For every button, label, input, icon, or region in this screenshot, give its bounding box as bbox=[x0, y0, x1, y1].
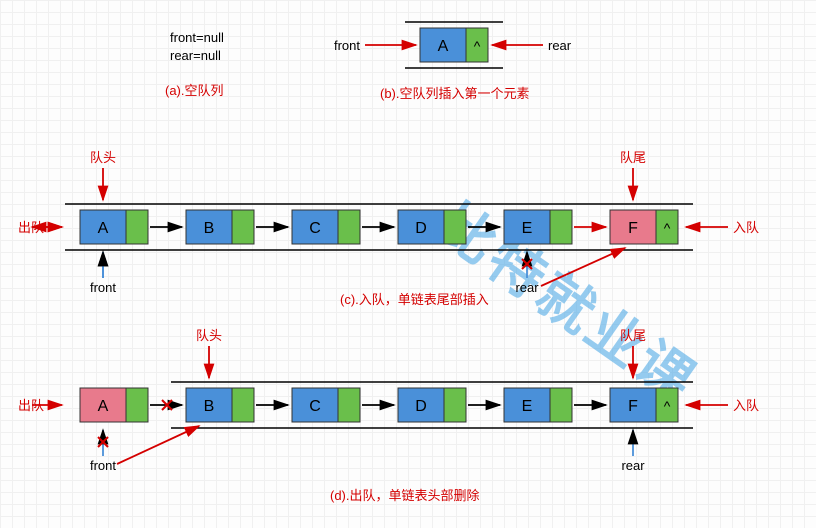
svg-text:(c).入队，单链表尾部插入: (c).入队，单链表尾部插入 bbox=[340, 292, 489, 307]
svg-text:^: ^ bbox=[664, 220, 671, 236]
svg-text:front: front bbox=[90, 280, 116, 295]
node-label: D bbox=[415, 220, 427, 237]
svg-text:队尾: 队尾 bbox=[620, 328, 646, 343]
svg-text:front: front bbox=[334, 38, 360, 53]
svg-text:队头: 队头 bbox=[90, 150, 116, 165]
svg-text:队头: 队头 bbox=[196, 328, 222, 343]
node-label: F bbox=[628, 220, 638, 237]
diagram-svg: front=null rear=null (a).空队列 A ^ front rear (b)… bbox=[0, 0, 816, 528]
node-label: B bbox=[204, 220, 215, 237]
svg-text:rear=null: rear=null bbox=[170, 48, 221, 63]
svg-text:(b).空队列插入第一个元素: (b).空队列插入第一个元素 bbox=[380, 86, 530, 101]
node-label: E bbox=[522, 398, 533, 415]
svg-text:front=null: front=null bbox=[170, 30, 224, 45]
svg-text:rear: rear bbox=[621, 458, 645, 473]
svg-text:front: front bbox=[90, 458, 116, 473]
svg-text:入队: 入队 bbox=[733, 220, 759, 235]
svg-text:rear: rear bbox=[548, 38, 572, 53]
svg-text:(a).空队列: (a).空队列 bbox=[165, 83, 224, 98]
node-label: F bbox=[628, 398, 638, 415]
node-label: E bbox=[522, 220, 533, 237]
svg-text:队尾: 队尾 bbox=[620, 150, 646, 165]
node-label: A bbox=[98, 398, 109, 415]
svg-text:rear: rear bbox=[515, 280, 539, 295]
node-label: C bbox=[309, 398, 321, 415]
svg-text:^: ^ bbox=[474, 38, 481, 54]
node-label: A bbox=[438, 38, 449, 55]
svg-text:^: ^ bbox=[664, 398, 671, 414]
node-label: C bbox=[309, 220, 321, 237]
node-label: D bbox=[415, 398, 427, 415]
svg-text:(d).出队，单链表头部删除: (d).出队，单链表头部删除 bbox=[330, 488, 480, 503]
node-label: B bbox=[204, 398, 215, 415]
node-label: A bbox=[98, 220, 109, 237]
svg-text:入队: 入队 bbox=[733, 398, 759, 413]
